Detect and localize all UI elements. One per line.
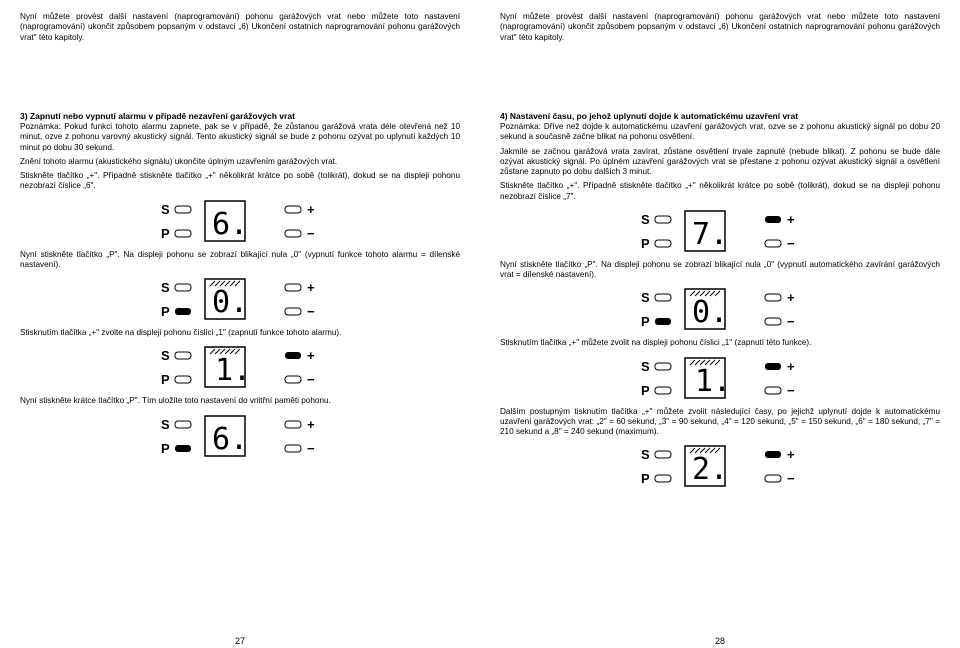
page-container: Nyní můžete provést další nastavení (nap… [0, 0, 960, 648]
svg-text:P: P [641, 383, 650, 398]
section4-p2: Jakmile se začnou garážová vrata zavírat… [500, 147, 940, 178]
page-number-right: 28 [500, 636, 940, 646]
svg-text:7.: 7. [692, 217, 728, 252]
svg-text:1.: 1. [215, 353, 251, 388]
display-2: S P 2. + − [635, 443, 805, 489]
svg-text:P: P [641, 314, 650, 329]
section4-p6: Dalším postupným tisknutím tlačítka „+" … [500, 407, 940, 438]
svg-text:−: − [307, 304, 315, 319]
section4-p4: Nyní stiskněte tlačítko „P". Na displeji… [500, 260, 940, 281]
svg-text:S: S [161, 348, 170, 363]
svg-text:P: P [161, 441, 170, 456]
svg-text:0.: 0. [212, 285, 248, 320]
section3-heading: 3) Zapnutí nebo vypnutí alarmu v případě… [20, 111, 295, 121]
svg-text:6.: 6. [212, 422, 248, 457]
svg-text:+: + [307, 280, 315, 295]
left-intro-para: Nyní můžete provést další nastavení (nap… [20, 12, 460, 43]
display-6-a: S P 6. + − [155, 198, 325, 244]
svg-text:1.: 1. [695, 364, 731, 399]
svg-text:P: P [161, 304, 170, 319]
svg-text:−: − [307, 441, 315, 456]
section4-heading: 4) Nastavení času, po jehož uplynutí doj… [500, 111, 798, 121]
svg-text:P: P [641, 236, 650, 251]
svg-text:P: P [161, 372, 170, 387]
svg-text:S: S [641, 212, 650, 227]
svg-text:−: − [787, 236, 795, 251]
svg-text:2.: 2. [692, 452, 728, 487]
svg-text:−: − [307, 372, 315, 387]
section4-p5: Stisknutím tlačítka „+" můžete zvolit na… [500, 338, 940, 348]
section3-p2: Znění tohoto alarmu (akustického signálu… [20, 157, 460, 167]
section4-p3: Stiskněte tlačítko „+". Případně stiskně… [500, 181, 940, 202]
svg-text:−: − [787, 314, 795, 329]
svg-text:0.: 0. [692, 295, 728, 330]
svg-text:S: S [161, 202, 170, 217]
svg-text:P: P [161, 226, 170, 241]
svg-text:S: S [641, 290, 650, 305]
display-0-b: S P 0. + − [635, 286, 805, 332]
section3-p6: Nyní stiskněte krátce tlačítko „P". Tím … [20, 396, 460, 406]
right-intro-para: Nyní můžete provést další nastavení (nap… [500, 12, 940, 43]
svg-text:S: S [161, 417, 170, 432]
section3-p3: Stiskněte tlačítko „+". Případně stiskně… [20, 171, 460, 192]
section3-p4: Nyní stiskněte tlačítko „P". Na displeji… [20, 250, 460, 271]
section3-p5: Stisknutím tlačítka „+" zvolte na disple… [20, 328, 460, 338]
svg-text:+: + [787, 290, 795, 305]
right-column: Nyní můžete provést další nastavení (nap… [480, 0, 960, 648]
svg-text:+: + [307, 348, 315, 363]
svg-text:+: + [787, 212, 795, 227]
section4-note: Poznámka: Dříve než dojde k automatickém… [500, 122, 940, 141]
display-7: S P 7. + − [635, 208, 805, 254]
svg-text:−: − [787, 383, 795, 398]
svg-text:6.: 6. [212, 207, 248, 242]
page-number-left: 27 [20, 636, 460, 646]
svg-text:+: + [307, 202, 315, 217]
svg-text:P: P [641, 471, 650, 486]
section3-heading-block: 3) Zapnutí nebo vypnutí alarmu v případě… [20, 111, 460, 153]
svg-text:S: S [641, 359, 650, 374]
svg-text:−: − [307, 226, 315, 241]
display-6-b: S P 6. + − [155, 413, 325, 459]
display-1-b: S P 1. + − [635, 355, 805, 401]
section3-note: Poznámka: Pokud funkci tohoto alarmu zap… [20, 122, 460, 152]
left-column: Nyní můžete provést další nastavení (nap… [0, 0, 480, 648]
svg-text:S: S [641, 447, 650, 462]
svg-text:−: − [787, 471, 795, 486]
svg-text:+: + [307, 417, 315, 432]
display-1-a: S P 1. + − [155, 344, 325, 390]
display-0-a: S P 0. + − [155, 276, 325, 322]
svg-text:+: + [787, 359, 795, 374]
svg-text:S: S [161, 280, 170, 295]
svg-text:+: + [787, 447, 795, 462]
section4-heading-block: 4) Nastavení času, po jehož uplynutí doj… [500, 111, 940, 143]
